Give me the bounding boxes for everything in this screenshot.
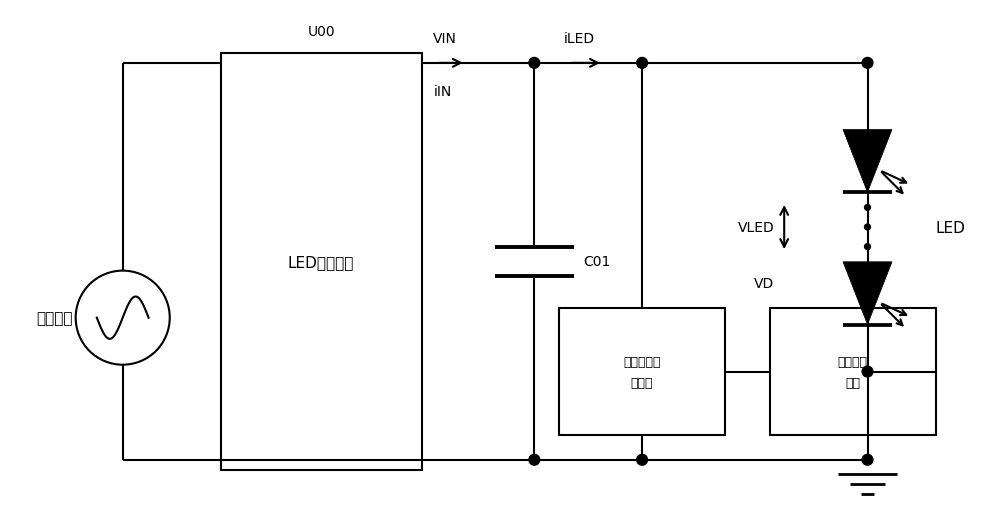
Circle shape — [862, 367, 873, 377]
Text: 纹波消除
模块: 纹波消除 模块 — [838, 355, 868, 389]
Circle shape — [862, 59, 873, 69]
Text: VD: VD — [754, 277, 774, 291]
Bar — [770, 308, 936, 435]
Text: 输入变化检
测模块: 输入变化检 测模块 — [623, 355, 661, 389]
Polygon shape — [843, 262, 892, 325]
Circle shape — [865, 244, 870, 250]
Text: iLED: iLED — [564, 32, 595, 46]
Circle shape — [637, 454, 647, 465]
Polygon shape — [843, 130, 892, 193]
Circle shape — [529, 59, 540, 69]
Circle shape — [865, 225, 870, 230]
Circle shape — [862, 454, 873, 465]
Text: VIN: VIN — [433, 32, 457, 46]
Text: iIN: iIN — [433, 85, 452, 99]
Circle shape — [865, 205, 870, 211]
Text: LED驱动电路: LED驱动电路 — [288, 255, 354, 269]
Circle shape — [637, 59, 647, 69]
Text: C01: C01 — [583, 255, 611, 269]
Bar — [221, 54, 422, 470]
Text: 交流输入: 交流输入 — [36, 311, 73, 326]
Circle shape — [529, 454, 540, 465]
Bar — [559, 308, 725, 435]
Text: LED: LED — [936, 220, 966, 235]
Text: VLED: VLED — [738, 221, 774, 234]
Text: U00: U00 — [307, 25, 335, 39]
